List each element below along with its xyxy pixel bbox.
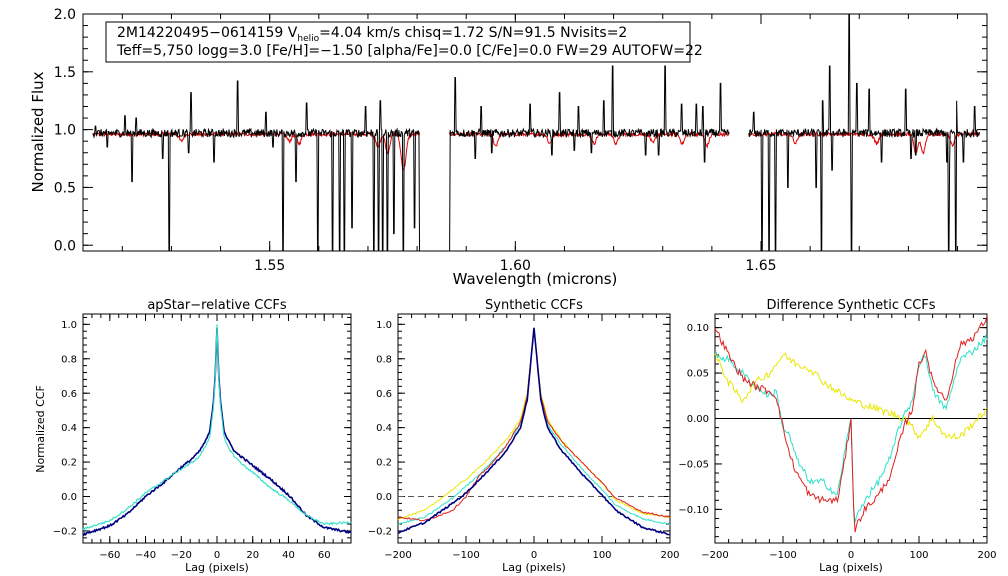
ccf2-title: Synthetic CCFs [485, 298, 583, 313]
annotation-line-1: 2M14220495−0614159 Vhelio=4.04 km/s chis… [117, 25, 627, 44]
ccf-series-red [397, 327, 671, 522]
ccf-series-visit-1 [82, 327, 352, 537]
y-tick-label: 0.10 [687, 323, 709, 334]
y-tick-label: 0.2 [376, 458, 392, 469]
x-tick-label: −60 [99, 550, 120, 561]
ccf-series-cyan [397, 327, 671, 526]
ccf1-ticks: −60 −40 −20 0 20 40 60 −0.2 0.0 0.2 0.4 0.6 0.8 1.0 [53, 314, 352, 561]
x-tick-label: 0 [848, 550, 854, 561]
spectrum-lines [92, 13, 981, 252]
y-tick-label: 0.8 [61, 354, 77, 365]
y-tick-label: 0.6 [376, 389, 392, 400]
y-tick-label: −0.05 [678, 460, 709, 471]
ccf-series-yellow [714, 352, 988, 440]
spectrum-series-observed [92, 80, 421, 252]
annotation-vhelio-sub: helio [297, 34, 319, 44]
ccf1-title: apStar−relative CCFs [147, 298, 287, 313]
y-tick-label: 0.8 [376, 354, 392, 365]
y-tick-label: 0.0 [376, 492, 392, 503]
y-tick-label: 0.2 [61, 458, 77, 469]
x-tick-label: 1.65 [745, 258, 776, 274]
spectrum-series-observed [449, 65, 730, 252]
ccf1-ylabel: Normalized CCF [34, 385, 47, 473]
ccf3-panel: −200 −100 0 100 200 −0.10 −0.05 0.00 0.05 0.10 Di… [678, 298, 996, 574]
ccf1-xlabel: Lag (pixels) [185, 561, 249, 574]
spectrum-xlabel: Wavelength (microns) [453, 270, 618, 288]
ccf3-title: Difference Synthetic CCFs [766, 298, 935, 313]
y-tick-label: −0.2 [368, 527, 392, 538]
spectrum-series-observed [748, 13, 981, 252]
spectrum-plot-frame [82, 13, 988, 252]
annotation-vhelio-v: V [288, 25, 298, 41]
y-tick-label: −0.10 [678, 505, 709, 516]
ccf2-xlabel: Lag (pixels) [502, 561, 566, 574]
x-tick-label: 60 [318, 550, 331, 561]
y-tick-label: 1.0 [61, 320, 77, 331]
y-tick-label: 0.0 [54, 238, 76, 254]
ccf3-xlabel: Lag (pixels) [819, 561, 883, 574]
spectrum-ylabel: Normalized Flux [29, 71, 47, 192]
x-tick-label: 40 [282, 550, 295, 561]
x-tick-label: 200 [660, 550, 679, 561]
y-tick-label: 0.4 [376, 423, 392, 434]
x-tick-label: 200 [977, 550, 996, 561]
y-tick-label: 0.05 [687, 369, 709, 380]
ccf-series-red [714, 315, 988, 533]
ccf1-lines [82, 324, 352, 537]
y-tick-label: −0.2 [53, 527, 77, 538]
x-tick-label: −20 [171, 550, 192, 561]
x-tick-label: 100 [909, 550, 928, 561]
spectrum-ticks: 1.55 1.60 1.65 0.0 0.5 1.0 1.5 2.0 [54, 7, 987, 274]
ccf-series-navy [397, 327, 671, 536]
ccf3-ticks: −200 −100 0 100 200 −0.10 −0.05 0.00 0.05 0.10 [678, 314, 997, 561]
x-tick-label: 1.55 [254, 258, 285, 274]
annotation-line-2: Teff=5,750 logg=3.0 [Fe/H]=−1.50 [alpha/… [116, 43, 703, 59]
ccf1-panel: −60 −40 −20 0 20 40 60 −0.2 0.0 0.2 0.4 0.6 0.8 1.0 a… [34, 298, 352, 574]
y-tick-label: 1.0 [376, 320, 392, 331]
y-tick-label: 0.0 [61, 492, 77, 503]
x-tick-label: −200 [701, 550, 728, 561]
y-tick-label: 0.4 [61, 423, 77, 434]
x-tick-label: −200 [384, 550, 411, 561]
x-tick-label: 20 [246, 550, 259, 561]
annotation-star-id: 2M14220495−0614159 [117, 25, 283, 41]
ccf3-lines [714, 315, 988, 533]
ccf2-ticks: −200 −100 0 100 200 −0.2 0.0 0.2 0.4 0.6 0.8 1.0 [368, 314, 680, 561]
y-tick-label: 1.5 [54, 65, 76, 81]
x-tick-label: 0 [214, 550, 220, 561]
ccf-series-yellow [397, 327, 671, 521]
x-tick-label: −40 [135, 550, 156, 561]
y-tick-label: 2.0 [54, 7, 76, 23]
ccf2-panel: −200 −100 0 100 200 −0.2 0.0 0.2 0.4 0.6 0.8 1.0 Sy… [368, 298, 680, 574]
x-tick-label: 0 [531, 550, 537, 561]
x-tick-label: −100 [769, 550, 796, 561]
x-tick-label: 100 [592, 550, 611, 561]
y-tick-label: 0.00 [687, 414, 709, 425]
annotation-vhelio-rest: =4.04 km/s chisq=1.72 S/N=91.5 Nvisits=2 [319, 25, 627, 41]
y-tick-label: 0.6 [61, 389, 77, 400]
y-tick-label: 1.0 [54, 123, 76, 139]
ccf2-lines [397, 327, 671, 536]
spectrum-panel: 1.55 1.60 1.65 0.0 0.5 1.0 1.5 2.0 Wavelength (… [29, 7, 988, 288]
annotation-box [105, 21, 691, 63]
ccf-series-visit-2 [82, 324, 352, 531]
y-tick-label: 0.5 [54, 180, 76, 196]
x-tick-label: −100 [452, 550, 479, 561]
spectrum-series-model [92, 130, 421, 172]
x-tick-label: 1.60 [500, 258, 531, 274]
